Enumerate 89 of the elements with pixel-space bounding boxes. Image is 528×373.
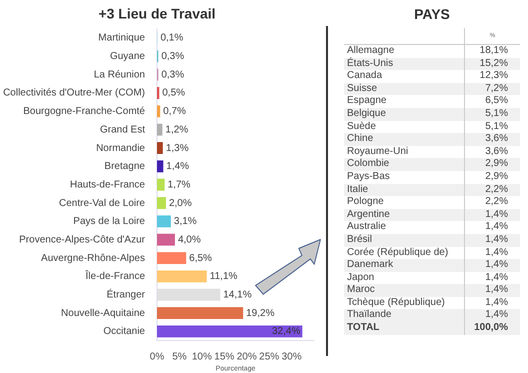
category-label: Danemark — [344, 259, 465, 272]
y-tick-label: Normandie — [96, 142, 146, 154]
data-label: 0,5% — [162, 88, 186, 99]
text: PAYS — [413, 6, 451, 22]
category-label: Suède — [346, 120, 377, 134]
category-label: Colombie — [344, 158, 465, 171]
y-tick-label: Bourgogne-Franche-Comté — [23, 106, 146, 118]
data-label: 32,4% — [272, 326, 300, 338]
category-label: Italie — [344, 184, 465, 196]
category-label: TOTAL — [344, 322, 465, 335]
y-tick-label: Auvergne-Rhône-Alpes — [41, 252, 145, 264]
chart-title: +3 Lieu de Travail — [98, 5, 216, 22]
data-label: 11,1% — [210, 271, 238, 282]
category-label: États-Unis — [344, 58, 465, 70]
category-label: Australie — [346, 221, 387, 234]
data-label: 3,6% — [464, 146, 520, 158]
data-label: 18,1% — [464, 44, 520, 58]
data-label: 6,5% — [189, 252, 212, 264]
x-tick-label: 0% — [150, 351, 164, 362]
y-tick-label: Pays de la Loire — [73, 216, 146, 228]
data-label: 1,4% — [166, 161, 190, 172]
y-tick-label: Guyane — [110, 51, 146, 62]
category-label: Belgique — [344, 108, 465, 121]
category-label: Corée (République de) — [346, 246, 450, 260]
category-label: Canada — [346, 70, 384, 83]
data-label: 100,0% — [464, 322, 520, 335]
category-label: Brésil — [344, 234, 465, 246]
y-tick-label: Provence-Alpes-Côte d'Azur — [19, 234, 146, 246]
category-label: Argentine — [344, 208, 465, 222]
data-label: 0,1% — [160, 32, 184, 44]
data-label: 3,1% — [174, 216, 197, 228]
data-label: 1,4% — [464, 272, 520, 284]
data-label: 1,4% — [464, 296, 520, 310]
category-label: Pologne — [346, 196, 385, 209]
data-label: 2,0% — [168, 198, 192, 209]
data-label: 3,6% — [464, 133, 520, 146]
x-tick-label: 25% — [259, 351, 280, 362]
data-label: 5,1% — [464, 108, 520, 121]
data-label: 1,4% — [464, 259, 520, 272]
x-tick-label: 15% — [214, 351, 234, 362]
data-label: 0,7% — [163, 106, 186, 118]
data-label: 0,3% — [161, 51, 184, 62]
category-label: Thaïlande — [344, 309, 465, 322]
data-label: 4,0% — [178, 234, 201, 246]
data-label: 2,9% — [464, 170, 520, 184]
category-label: Suisse — [344, 82, 465, 96]
data-label: 1,4% — [464, 246, 520, 260]
category-label: Tchèque (République) — [346, 296, 446, 310]
category-label: Pays-Bas — [346, 170, 391, 184]
data-label: 6,5% — [464, 95, 520, 108]
y-tick-label: Grand Est — [100, 124, 146, 136]
data-label: 12,3% — [464, 70, 520, 83]
category-label: Allemagne — [346, 44, 396, 57]
y-tick-label: Centre-Val de Loire — [59, 198, 146, 209]
data-label: 1,4% — [464, 234, 520, 246]
data-label: 1,4% — [464, 208, 520, 222]
data-label: 2,2% — [464, 196, 520, 209]
y-tick-label: Martinique — [98, 32, 146, 44]
data-label: 15,2% — [464, 58, 520, 70]
y-tick-label: Collectivités d'Outre-Mer (COM) — [3, 88, 145, 99]
y-tick-label: Étranger — [106, 288, 146, 300]
y-tick-label: La Réunion — [94, 69, 145, 80]
data-label: 1,4% — [464, 221, 520, 234]
category-label: Maroc — [344, 284, 465, 297]
x-tick-label: 20% — [236, 351, 257, 362]
y-tick-label: Occitanie — [103, 326, 146, 338]
data-label: 1,4% — [464, 284, 520, 297]
y-tick-label: Île-de-France — [84, 270, 146, 282]
x-tick-label: 30% — [282, 351, 302, 362]
data-label: 1,3% — [166, 142, 189, 154]
data-label: 14,1% — [223, 289, 252, 300]
y-tick-label: Nouvelle-Aquitaine — [61, 308, 146, 319]
y-tick-label: Hauts-de-France — [70, 179, 146, 190]
category-label: Royaume-Uni — [346, 146, 410, 158]
category-label: Espagne — [346, 95, 388, 108]
data-label: 1,7% — [168, 179, 191, 190]
x-tick-label: 5% — [172, 351, 187, 362]
data-label: 2,9% — [464, 158, 520, 171]
data-label: 7,2% — [464, 82, 520, 96]
data-label: 1,4% — [464, 309, 520, 322]
data-label: 5,1% — [464, 120, 520, 134]
category-label: Japon — [346, 272, 376, 284]
category-label: Chine — [344, 133, 465, 146]
x-tick-label: 10% — [192, 351, 212, 362]
data-label: 1,2% — [165, 124, 188, 136]
y-tick-label: Bretagne — [104, 161, 146, 172]
data-label: 0,3% — [161, 69, 184, 80]
data-label: 19,2% — [246, 308, 275, 319]
data-label: 2,2% — [464, 184, 520, 196]
